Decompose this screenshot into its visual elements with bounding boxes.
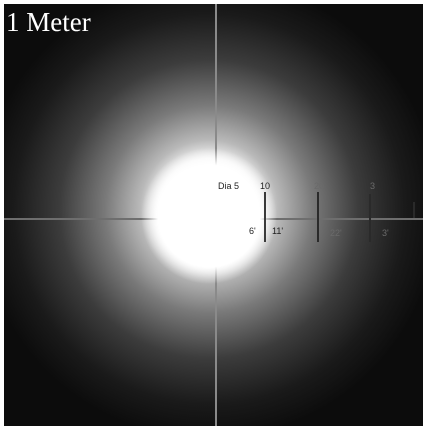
scale-label-20: 20 bbox=[314, 181, 325, 191]
scale-label-6ft: 6' bbox=[249, 226, 256, 236]
hotspot bbox=[141, 148, 277, 284]
scale-label-diameter: Dia 5 bbox=[218, 181, 240, 191]
scale-label-3ft: 3' bbox=[382, 228, 389, 238]
beamshot-photo: Dia 5 10 20 3 6' 11' 22' 3' 1 Meter bbox=[4, 4, 423, 426]
beam-pattern bbox=[4, 4, 423, 426]
scale-label-10: 10 bbox=[260, 181, 271, 191]
scale-label-11ft: 11' bbox=[272, 226, 284, 236]
scale-label-30: 3 bbox=[370, 181, 376, 191]
scale-label-22ft: 22' bbox=[330, 228, 342, 238]
distance-caption: 1 Meter bbox=[6, 7, 91, 37]
